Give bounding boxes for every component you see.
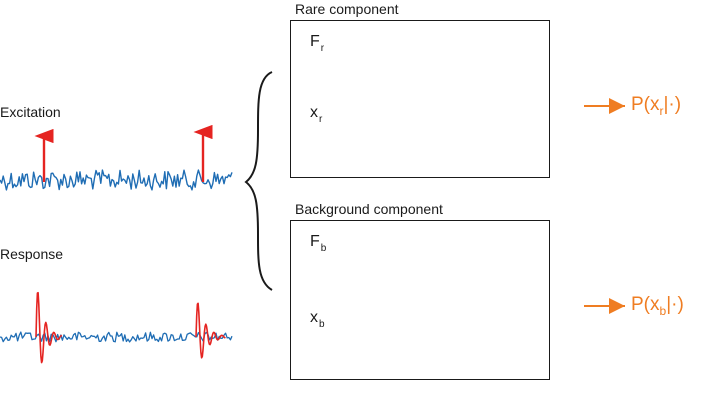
response-subscript: r: [319, 114, 323, 125]
rare-component-title: Rare component: [295, 1, 399, 17]
force-subscript: r: [320, 43, 325, 54]
background-component-title: Background component: [295, 201, 443, 217]
response-label: Response: [0, 246, 64, 262]
curly-brace: [244, 71, 273, 291]
prob-suffix: |·): [666, 294, 684, 315]
excitation-signal: [0, 124, 233, 191]
rare-force-symbol: Fr: [310, 33, 324, 54]
response-letter: x: [310, 104, 318, 121]
rare-response-symbol: xr: [310, 104, 322, 125]
excitation-label: Excitation: [0, 104, 61, 120]
background-force-symbol: Fb: [310, 233, 326, 254]
force-subscript: b: [320, 243, 327, 254]
background-response-symbol: xb: [310, 309, 325, 330]
force-letter: F: [310, 233, 320, 250]
prob-subscript: b: [659, 304, 667, 318]
response-burst: [195, 302, 226, 359]
prob-prefix: P(x: [631, 94, 660, 115]
response-noise-line: [0, 331, 233, 343]
rare-probability-label: P(xr|·): [631, 94, 681, 118]
prob-subscript: r: [659, 104, 664, 118]
background-component-panel: [290, 220, 550, 380]
force-letter: F: [310, 33, 320, 50]
response-burst: [35, 291, 63, 364]
response-signal: [0, 291, 233, 364]
response-subscript: b: [319, 319, 325, 330]
response-letter: x: [310, 309, 318, 326]
background-probability-label: P(xb|·): [631, 294, 684, 318]
prob-suffix: |·): [663, 94, 682, 115]
rare-component-panel: [290, 20, 550, 178]
excitation-noise-line: [0, 169, 233, 191]
prob-prefix: P(x: [631, 294, 660, 315]
